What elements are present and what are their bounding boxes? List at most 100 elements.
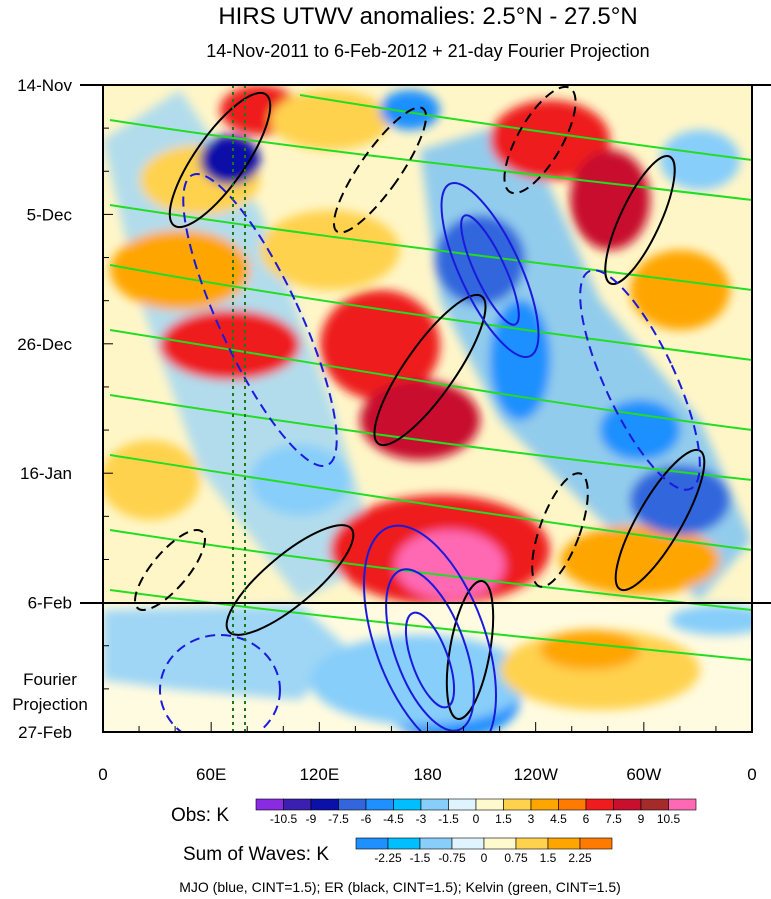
x-tick-label: 0 (98, 765, 107, 784)
colorbar-level: 4.5 (550, 812, 567, 826)
colorbar-swatch (668, 798, 697, 811)
colorbar-level: 0.75 (504, 851, 528, 865)
obs-blue-8 (660, 130, 740, 190)
er-contour-5 (445, 579, 495, 721)
mjo-contour-6 (182, 173, 338, 467)
waves-colorbar: -2.25 -1.5 -0.75 0 0.75 1.5 2.25 (355, 837, 613, 865)
colorbar-level: 10.5 (657, 812, 681, 826)
obs-blue-1 (200, 135, 260, 185)
obs-colorbar: -10.5 -9 -7.5 -6 -4.5 -3 -1.5 0 1.5 3 4.5 6 7.5 9 10.5 (255, 798, 697, 826)
er-contour-10 (503, 85, 577, 195)
x-tick-label: 120E (299, 765, 339, 784)
colorbar-level: 9 (638, 812, 645, 826)
colorbar-level: 6 (583, 812, 590, 826)
y-tick-label: 27-Feb (18, 723, 72, 742)
kelvin-line-1 (109, 119, 752, 201)
x-tick-label: 0 (747, 765, 756, 784)
obs-red-2 (160, 310, 300, 380)
colorbar-swatch (419, 837, 453, 850)
colorbar-swatch (613, 798, 642, 811)
colorbar-level: 1.5 (495, 812, 512, 826)
projection-blue-1 (103, 605, 350, 700)
obs-red-1 (110, 230, 250, 310)
colorbar-swatch (451, 837, 485, 850)
colorbar-swatch (483, 837, 517, 850)
colorbar-level: -7.5 (328, 812, 349, 826)
mjo-contour-7 (579, 269, 701, 491)
er-contour-1 (168, 91, 272, 229)
colorbar-swatch (448, 798, 477, 811)
x-axis: 0 60E 120E 180 120W 60W 0 (98, 722, 757, 784)
mjo-contour-4 (385, 568, 475, 732)
kelvin-line-9 (299, 94, 752, 161)
mjo-contour-8 (159, 634, 281, 732)
obs-bar-label: Obs: K (171, 805, 229, 826)
kelvin-line-8 (109, 589, 752, 661)
kelvin-line-3 (109, 264, 752, 361)
colorbar-swatch (640, 798, 669, 811)
y-axis: 14-Nov 5-Dec 26-Dec 16-Jan 6-Feb 27-Feb (17, 76, 113, 742)
colorbar-level: -10.5 (270, 812, 298, 826)
colorbar-level: 1.5 (540, 851, 557, 865)
colorbar-swatch (338, 798, 367, 811)
y-tick-label: 6-Feb (28, 594, 72, 613)
obs-pink-1 (395, 530, 505, 600)
x-tick-label: 60W (626, 765, 661, 784)
colorbar-swatch (503, 798, 532, 811)
obs-orange-1 (630, 250, 730, 330)
kelvin-line-2 (109, 204, 752, 291)
y-tick-label: 16-Jan (20, 464, 72, 483)
colorbar-swatch (365, 798, 394, 811)
colorbar-level: 2.25 (568, 851, 592, 865)
colorbar-level: -2.25 (374, 851, 402, 865)
colorbar-swatch (558, 798, 587, 811)
colorbar-swatch (283, 798, 312, 811)
kelvin-line-4 (109, 329, 752, 431)
obs-blue-5 (600, 400, 680, 460)
colorbar-swatch (579, 837, 613, 850)
er-contour-3 (614, 448, 706, 592)
er-contour-4 (225, 524, 355, 636)
obs-blue-2 (435, 215, 525, 305)
colorbar-level: 3 (528, 812, 535, 826)
colorbar-swatch (547, 837, 581, 850)
waves-bar-label: Sum of Waves: K (183, 844, 329, 865)
projection-label-2: Projection (12, 695, 88, 714)
er-contours (134, 85, 706, 721)
colorbar-swatch (355, 837, 389, 850)
kelvin-line-6 (109, 454, 752, 551)
obs-blue-3 (490, 300, 550, 420)
colorbar-swatch (310, 798, 339, 811)
obs-orange-5 (260, 210, 400, 290)
colorbar-level: -1.5 (438, 812, 459, 826)
kelvin-line-5 (109, 394, 752, 481)
mjo-contour-5 (404, 611, 456, 709)
obs-blue-7 (250, 445, 350, 515)
x-tick-label: 120W (513, 765, 557, 784)
colorbar-swatch (387, 837, 421, 850)
footer-text: MJO (blue, CINT=1.5); ER (black, CINT=1.… (179, 879, 621, 895)
obs-orange-3 (560, 525, 720, 595)
colorbar-level: -3 (416, 812, 427, 826)
colorbar-level: -6 (361, 812, 372, 826)
x-tick-label: 180 (413, 765, 441, 784)
colorbar-level: -4.5 (383, 812, 404, 826)
projection-label-1: Fourier (23, 670, 77, 689)
colorbar-swatch (530, 798, 559, 811)
mjo-contour-3 (363, 524, 497, 732)
y-tick-label: 5-Dec (27, 205, 73, 224)
colorbar-swatch (255, 798, 284, 811)
mjo-contours (159, 173, 701, 732)
chart-title: HIRS UTWV anomalies: 2.5°N - 27.5°N (218, 3, 637, 30)
obs-red-3 (320, 290, 440, 400)
obs-blue-4 (630, 465, 730, 535)
colorbar-swatch (585, 798, 614, 811)
er-contour-9 (134, 528, 206, 612)
projection-field (103, 603, 752, 732)
obs-orange-2 (103, 440, 200, 520)
colorbar-swatch (515, 837, 549, 850)
chart-subtitle: 14-Nov-2011 to 6-Feb-2012 + 21-day Fouri… (206, 41, 649, 61)
colorbar-swatch (475, 798, 504, 811)
plot-area (103, 85, 752, 732)
